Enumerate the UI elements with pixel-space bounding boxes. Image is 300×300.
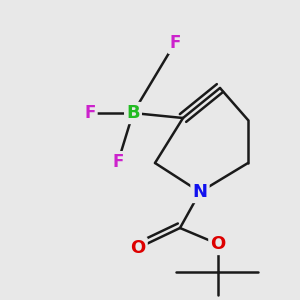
Text: F: F [169,34,181,52]
Text: B: B [126,104,140,122]
Text: O: O [130,239,146,257]
Text: O: O [210,235,226,253]
Text: F: F [112,153,124,171]
Text: N: N [193,183,208,201]
Text: F: F [84,104,96,122]
